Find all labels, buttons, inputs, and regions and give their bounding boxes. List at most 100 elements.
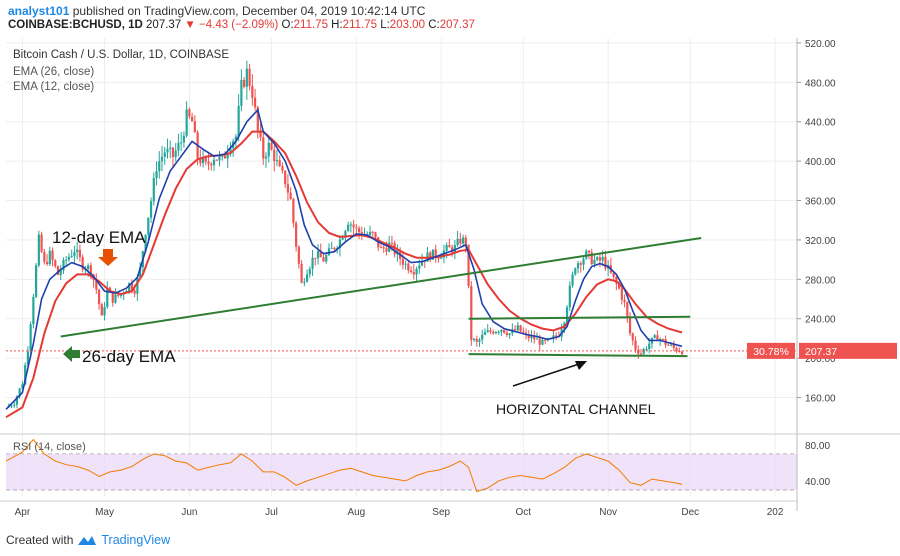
candle-body [262,137,265,159]
candle-body [273,149,276,162]
candle-body [574,268,577,275]
candle-body [404,263,407,265]
candle-body [248,68,251,87]
rsi-y-tick-label: 80.00 [805,441,830,452]
candle-body [319,251,322,258]
candle-body [158,161,161,172]
candle-body [626,302,629,318]
candle-body [440,257,443,259]
candle-body [667,344,670,346]
candle-body [89,265,92,275]
candle-body [43,251,46,262]
candle-body [669,344,673,346]
candle-body [461,237,465,244]
candle-body [87,265,90,270]
candle-body [207,161,210,164]
candle-body [508,333,511,336]
candle-body [215,159,218,161]
y-tick-label: 440.00 [805,118,836,129]
candle-body [601,256,604,261]
candle-body [524,332,528,335]
annotations: 12-day EMA 26-day EMA HORIZONTAL CHANNEL [52,228,656,417]
candle-body [311,257,314,269]
candle-body [338,239,342,249]
candle-body [623,299,626,303]
candle-body [160,156,164,162]
candle-body [281,166,284,171]
high-value: 211.75 [342,19,377,31]
created-with-text: Created with [6,533,74,547]
candle-body [59,270,62,275]
candle-body [267,142,270,157]
publish-line: analyst101 published on TradingView.com,… [8,4,425,18]
candle-body [322,257,325,262]
candle-body [18,388,21,397]
candle-body [541,339,544,345]
candle-body [355,227,358,229]
candle-body [316,251,320,259]
tradingview-brand[interactable]: TradingView [101,533,171,547]
candle-body [51,250,54,261]
close-label: C: [428,19,440,31]
candle-body [24,365,27,385]
x-tick-label: Aug [347,507,365,518]
ohlc-line: COINBASE:BCHUSD, 1D 207.37 ▼ −4.43 (−2.0… [8,19,475,31]
candle-body [527,334,530,339]
candle-body [97,289,101,305]
y-tick-label: 320.00 [805,236,836,247]
candle-body [237,105,240,137]
candle-body [648,343,651,350]
candle-body [379,247,383,249]
candle-body [155,171,158,179]
candle-body [54,260,57,267]
candle-body [314,257,317,259]
last-price-tag [799,342,897,359]
chart-title: Bitcoin Cash / U.S. Dollar, 1D, COINBASE [13,49,229,61]
candle-body [464,237,467,245]
candle-body [483,332,487,335]
candle-body [191,116,194,122]
candle-body [73,252,76,256]
candle-body [661,338,664,340]
candle-body [259,130,262,138]
candle-body [95,279,98,290]
tradingview-logo-icon [78,536,97,545]
ema26-legend: EMA (26, close) [13,66,94,78]
candle-body [139,267,142,278]
candle-body [565,307,569,323]
candle-body [470,285,473,340]
candle-body [552,335,555,339]
publisher-name[interactable]: analyst101 [8,4,70,18]
published-text: published on TradingView.com, December 0… [72,4,426,18]
y-axis-labels: 520.00 480.00 440.00 400.00 360.00 320.00 280.… [797,39,836,405]
candle-body [505,332,508,336]
candle-body [568,285,571,308]
candle-body [163,152,166,157]
open-value: 211.75 [293,19,328,31]
candle-body [453,245,456,253]
candle-body [169,147,172,149]
candle-body [429,252,432,260]
candle-body [78,249,81,258]
candle-body [103,306,106,316]
candle-body [65,259,68,261]
candle-body [136,277,139,294]
candle-body [368,231,372,236]
candle-body [587,250,591,253]
candle-body [431,249,435,260]
channel-top-line [468,315,691,320]
candle-body [256,107,259,131]
candle-body [590,252,593,265]
candle-body [275,160,279,162]
close-value: 207.37 [439,19,475,31]
candle-body [374,232,377,238]
candle-body [459,238,462,244]
candle-body [245,68,248,87]
candle-body [615,276,618,284]
candle-body [533,335,536,340]
left-arrow-icon [63,346,80,362]
x-tick-label: Oct [516,507,532,518]
candle-body [467,244,470,286]
candle-body [201,157,205,164]
candle-body [243,79,246,87]
